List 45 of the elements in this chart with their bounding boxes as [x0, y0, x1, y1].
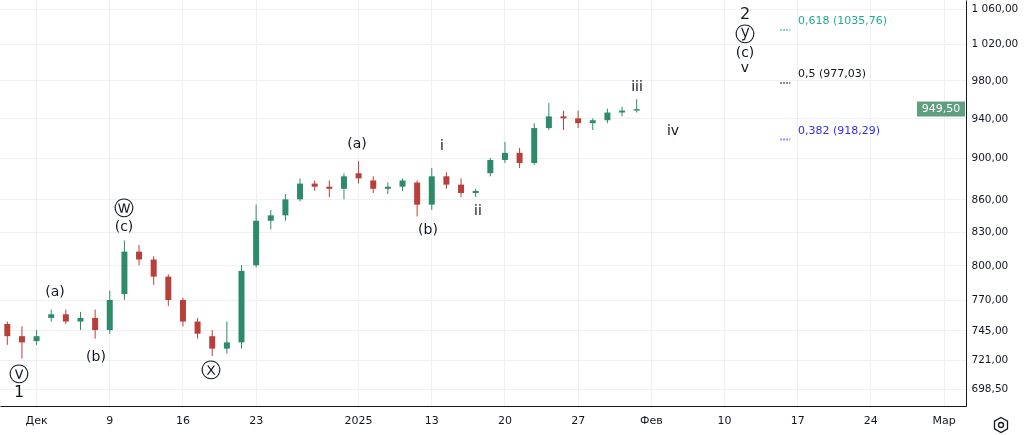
y-tick-label: 830,00: [971, 225, 1009, 238]
y-tick-label: 980,00: [971, 73, 1009, 86]
annotation: 2: [739, 4, 751, 23]
x-tick-label: Фев: [639, 413, 663, 427]
annotation: (a): [45, 283, 65, 299]
x-tick-label: 13: [424, 413, 439, 427]
y-tick-label: 770,00: [971, 293, 1009, 306]
annotation: (a): [347, 135, 367, 151]
annotation: (b): [86, 348, 106, 364]
annotation: v: [740, 59, 750, 75]
annotation: ⓧ: [201, 358, 221, 382]
y-tick-label: 698,50: [971, 382, 1009, 395]
annotation: (c): [114, 218, 134, 234]
y-tick-label: 1 060,00: [971, 2, 1019, 15]
x-tick-label: 16: [175, 413, 190, 427]
annotation: iv: [666, 122, 680, 138]
x-tick-label: 17: [790, 413, 805, 427]
annotation: (b): [418, 221, 438, 237]
y-tick-label: 721,00: [971, 353, 1009, 366]
annotation: ⓥ: [9, 362, 29, 386]
y-tick-label: 745,00: [971, 323, 1009, 336]
annotation: 949,50: [921, 102, 961, 115]
annotation: i: [440, 137, 444, 153]
annotation: (c): [735, 44, 755, 60]
ref-line-label: 0,5 (977,03): [797, 67, 866, 81]
x-tick-label: Мар: [932, 413, 956, 427]
annotation: iii: [631, 78, 643, 94]
annotation: ii: [474, 202, 482, 218]
x-tick-label: Дек: [25, 413, 48, 427]
y-tick-label: 940,00: [971, 111, 1009, 124]
x-tick-label: 9: [106, 413, 114, 427]
y-tick-label: 900,00: [971, 151, 1009, 164]
y-tick-label: 800,00: [971, 258, 1009, 271]
ref-line-label: 0,618 (1035,76): [797, 13, 887, 27]
annotation: ⓨ: [735, 22, 755, 46]
x-tick-label: 10: [717, 413, 732, 427]
y-tick-label: 1 020,00: [971, 37, 1019, 50]
y-tick-label: 860,00: [971, 192, 1009, 205]
annotation: ⓦ: [114, 196, 134, 220]
ref-line-label: 0,382 (918,29): [797, 123, 880, 137]
x-tick-label: 20: [497, 413, 512, 427]
x-tick-label: 23: [249, 413, 264, 427]
x-tick-label: 27: [571, 413, 586, 427]
x-tick-label: 2025: [344, 413, 373, 427]
x-tick-label: 24: [863, 413, 878, 427]
